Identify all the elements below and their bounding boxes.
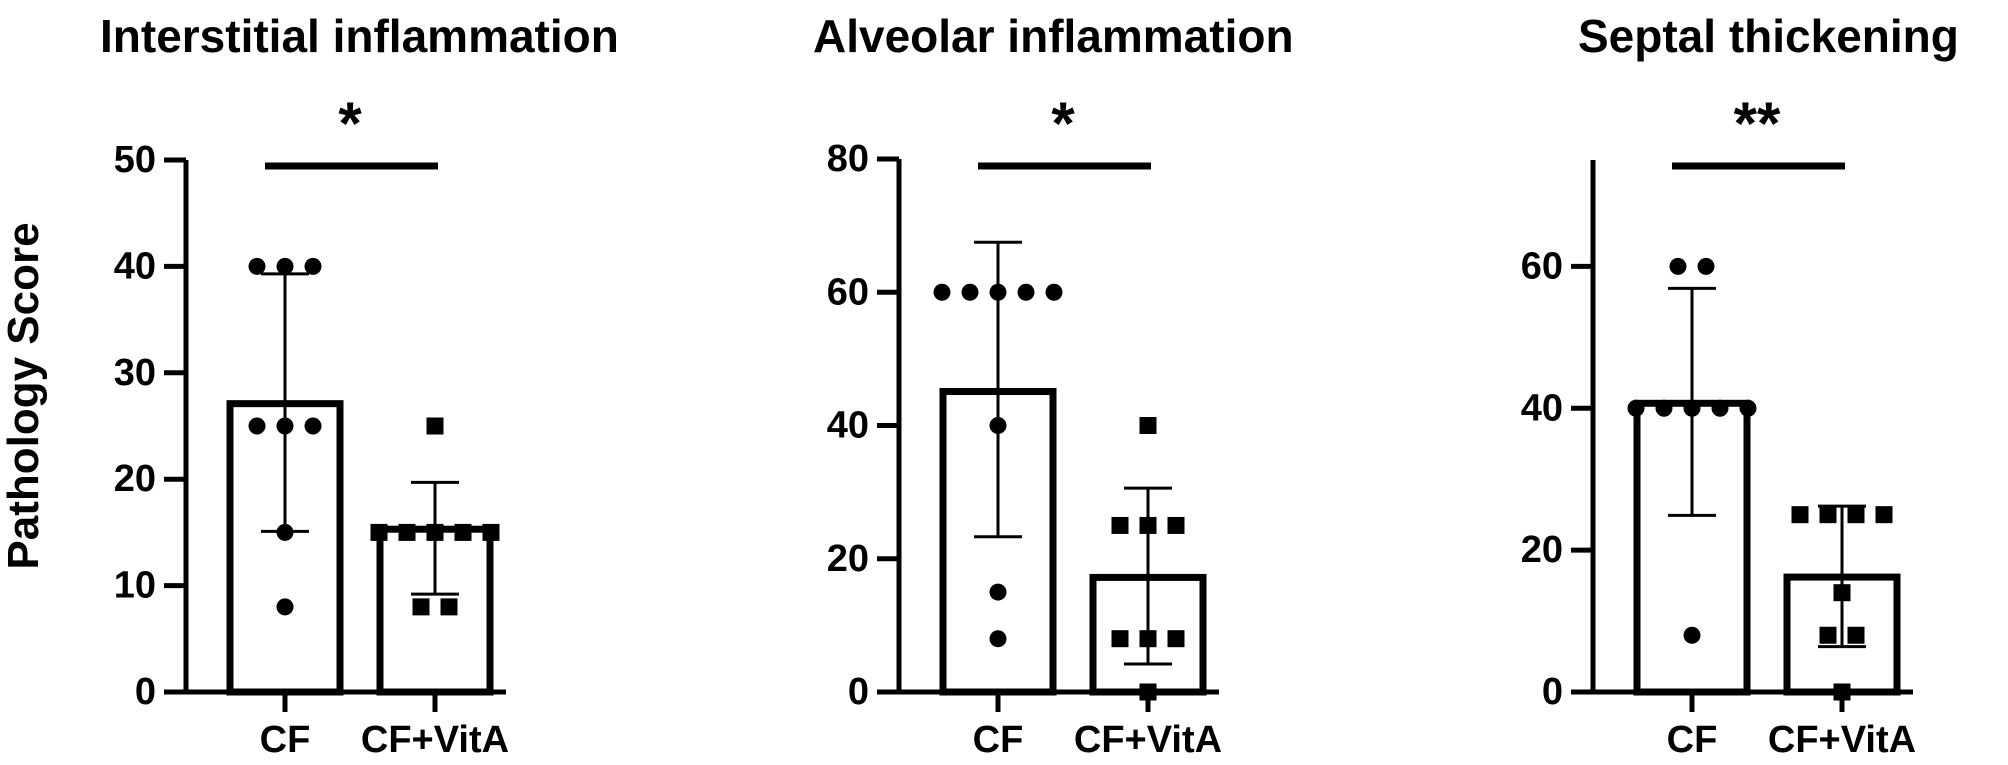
data-point <box>440 598 458 616</box>
data-point <box>454 523 472 541</box>
data-point <box>1833 683 1851 701</box>
significance-label: * <box>1051 90 1075 157</box>
data-point <box>1833 584 1851 602</box>
data-point <box>1167 516 1185 534</box>
y-tick-label: 0 <box>848 671 869 713</box>
data-point <box>1167 630 1185 648</box>
data-point <box>1045 283 1063 301</box>
y-tick-label: 20 <box>827 538 869 580</box>
data-point <box>248 257 266 275</box>
y-tick-label: 60 <box>1521 245 1563 287</box>
panel-2: Alveolar inflammation 0 20 40 60 80 CF CF+VitA * <box>813 10 1294 761</box>
data-point <box>1711 399 1729 417</box>
x-category-label: CF <box>260 719 311 760</box>
y-tick-label: 40 <box>114 245 156 287</box>
data-point <box>1139 417 1157 434</box>
data-point <box>412 598 430 616</box>
data-point <box>426 417 444 435</box>
y-tick-label: 40 <box>827 405 869 447</box>
data-point <box>276 257 294 275</box>
data-point <box>398 523 416 541</box>
data-point <box>1819 506 1837 524</box>
data-point <box>1683 626 1701 644</box>
y-tick-label: 0 <box>1542 671 1563 713</box>
data-point <box>1139 516 1157 534</box>
y-tick-label: 50 <box>114 139 156 181</box>
panel-title: Alveolar inflammation <box>813 10 1294 62</box>
x-category-label: CF <box>973 719 1024 760</box>
data-point <box>1111 630 1129 648</box>
data-point <box>248 417 266 435</box>
data-point <box>1139 683 1157 701</box>
x-category-label: CF+VitA <box>1074 719 1222 760</box>
significance-label: * <box>338 90 362 157</box>
data-point <box>276 523 294 541</box>
data-point <box>1847 626 1865 644</box>
data-point <box>933 283 951 301</box>
y-tick-label: 60 <box>827 271 869 313</box>
data-point <box>370 523 388 541</box>
y-tick-label: 40 <box>1521 387 1563 429</box>
y-tick-label: 20 <box>114 458 156 500</box>
data-point <box>304 257 322 275</box>
panel-1: Interstitial inflammation 0 10 20 30 40 50 CF CF… <box>100 10 619 761</box>
data-point <box>304 417 322 435</box>
panel-3: Septal thickening 0 20 40 60 CF CF+VitA ** <box>1521 10 1959 761</box>
data-point <box>989 630 1007 648</box>
data-point <box>1875 506 1893 524</box>
x-category-label: CF+VitA <box>1768 719 1916 760</box>
data-point <box>989 583 1007 601</box>
data-point <box>482 523 500 541</box>
data-point <box>961 283 979 301</box>
y-tick-label: 30 <box>114 352 156 394</box>
data-point <box>1669 257 1687 275</box>
data-point <box>1819 626 1837 644</box>
data-point <box>1791 506 1809 524</box>
data-point <box>276 598 294 616</box>
data-point <box>1111 516 1129 534</box>
data-point <box>1847 506 1865 524</box>
data-point <box>426 523 444 541</box>
data-point <box>1739 399 1757 417</box>
data-point <box>1627 399 1645 417</box>
data-point <box>1017 283 1035 301</box>
y-tick-label: 80 <box>827 138 869 180</box>
x-category-label: CF+VitA <box>361 719 509 760</box>
data-point <box>1683 399 1701 417</box>
y-tick-label: 20 <box>1521 529 1563 571</box>
significance-label: ** <box>1734 90 1781 157</box>
data-point <box>276 417 294 435</box>
panel-title: Septal thickening <box>1578 10 1959 62</box>
data-point <box>989 417 1007 434</box>
x-category-label: CF <box>1667 719 1718 760</box>
data-point <box>989 283 1007 301</box>
data-point <box>1139 630 1157 648</box>
panel-title: Interstitial inflammation <box>100 10 619 62</box>
data-point <box>1697 257 1715 275</box>
y-tick-label: 10 <box>114 565 156 607</box>
y-axis-label: Pathology Score <box>0 222 48 569</box>
y-tick-label: 0 <box>135 671 156 713</box>
data-point <box>1655 399 1673 417</box>
